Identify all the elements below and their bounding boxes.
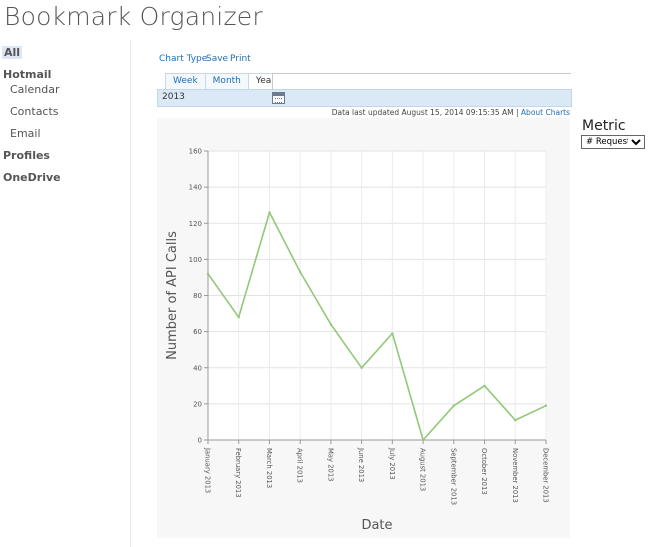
data-point [206,272,210,276]
y-tick-label: 100 [189,256,202,264]
y-tick-label: 140 [189,184,202,192]
y-tick-label: 20 [193,400,202,408]
tab-week[interactable]: Week [165,73,206,89]
sidebar: All Hotmail Calendar Contacts Email Prof… [0,40,131,547]
x-tick-label: September 2013 [449,448,457,505]
calendar-icon[interactable] [272,92,285,104]
data-point [360,366,363,369]
sidebar-item-contacts[interactable]: Contacts [10,105,59,118]
data-point [514,418,517,422]
data-point [421,438,425,442]
x-tick-label: February 2013 [234,448,242,498]
y-tick-label: 120 [189,220,202,228]
app-title: Bookmark Organizer [4,2,263,31]
x-tick-label: June 2013 [357,447,365,482]
y-tick-label: 60 [193,328,202,336]
save-link[interactable]: Save [206,54,229,64]
y-tick-label: 40 [193,364,202,372]
sidebar-item-hotmail[interactable]: Hotmail [3,68,52,81]
data-point [391,332,394,335]
date-picker[interactable]: 2013 [157,89,572,107]
x-axis-title: Date [361,518,392,533]
sidebar-item-email[interactable]: Email [10,127,41,140]
chart-panel: 0 20 40 60 80 100 120 140 160 January 2013 Februar… [157,118,570,538]
series-line [207,211,547,441]
data-point [298,270,302,274]
x-tick-label: October 2013 [480,448,488,495]
y-tick-label: 80 [193,292,202,300]
metric-select[interactable]: # Requests [581,135,645,149]
y-tick-label: 0 [198,437,202,445]
sidebar-item-all[interactable]: All [2,46,23,59]
x-tick-label: March 2013 [265,448,273,488]
sidebar-item-calendar[interactable]: Calendar [10,83,60,96]
x-tick-label: July 2013 [388,447,396,480]
data-point [268,211,271,214]
about-charts-link[interactable]: About Charts [520,108,570,117]
sidebar-item-profiles[interactable]: Profiles [3,149,50,162]
metric-label: Metric [582,118,626,134]
y-tick-label: 160 [189,148,202,156]
last-updated: Data last updated August 15, 2014 09:15:… [332,108,570,117]
x-tick-label: November 2013 [511,448,519,503]
data-point [452,404,456,407]
x-tick-label: August 2013 [419,448,427,491]
x-tick-label: January 2013 [204,447,212,493]
period-input[interactable] [272,73,571,90]
y-axis-title: Number of API Calls [165,231,180,360]
tab-month[interactable]: Month [204,73,249,89]
x-tick-label: May 2013 [326,448,334,482]
data-point [483,384,486,388]
data-point [329,323,333,326]
data-point [237,315,240,319]
period-tabs: Week Month Year [165,73,283,90]
print-link[interactable]: Print [230,54,251,64]
sidebar-item-onedrive[interactable]: OneDrive [3,171,61,184]
date-value: 2013 [162,92,185,102]
x-tick-label: December 2013 [542,448,550,503]
data-point [544,404,548,407]
line-chart: 0 20 40 60 80 100 120 140 160 January 2013 Februar… [165,148,550,534]
x-tick-label: April 2013 [296,448,304,483]
chart-type-link[interactable]: Chart Type [159,54,208,64]
last-updated-text: Data last updated August 15, 2014 09:15:… [331,108,519,117]
